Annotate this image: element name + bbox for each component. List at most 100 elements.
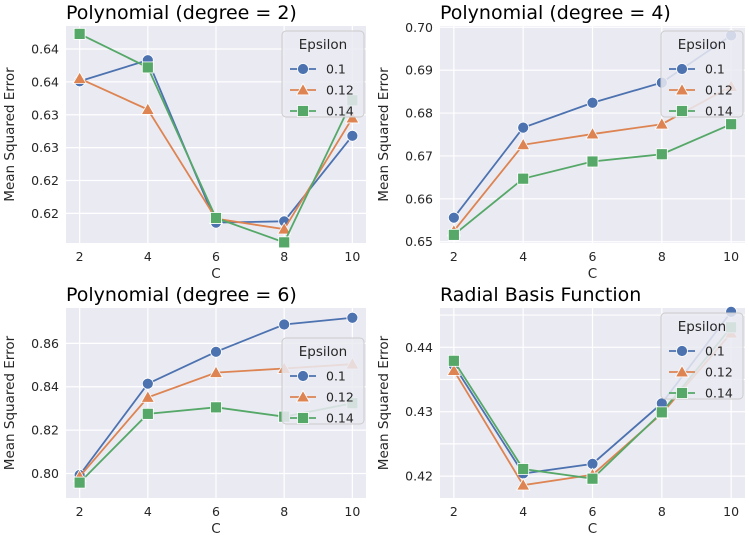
- data-point: [725, 118, 738, 131]
- x-tick-label: 4: [519, 504, 527, 519]
- legend-marker: [676, 105, 688, 117]
- legend-marker: [295, 389, 311, 403]
- x-axis-label: C: [211, 521, 220, 537]
- data-point: [210, 345, 222, 358]
- data-point: [141, 377, 154, 390]
- data-point: [585, 126, 600, 140]
- chart-panel-4: 2 4 6 8 10 0.42 0.43 0.44 Radial Basis Function C…: [376, 284, 745, 537]
- y-tick-label: 0.62: [31, 206, 59, 221]
- chart-panel-2: 2 4 6 8 10 0.65 0.66 0.67 0.68 0.69 0.70 Polynomial…: [376, 2, 745, 282]
- chart-panel-1: 2 4 6 8 10 0.62 0.62 0.63 0.63 0.64 0.64 Polynomial…: [2, 2, 366, 282]
- x-tick-label: 6: [589, 504, 597, 519]
- y-axis-label: Mean Squared Error: [376, 335, 392, 470]
- data-point: [278, 318, 291, 331]
- data-point: [447, 228, 460, 241]
- data-point: [72, 71, 87, 84]
- y-tick-label: 0.62: [31, 173, 59, 188]
- data-point: [655, 406, 668, 419]
- data-point: [210, 212, 222, 224]
- y-axis-label: Mean Squared Error: [376, 67, 392, 202]
- x-tick-label: 2: [76, 249, 84, 264]
- data-point: [278, 236, 291, 249]
- legend-label: 0.14: [326, 411, 354, 426]
- data-point: [586, 96, 599, 109]
- data-point: [73, 476, 86, 489]
- legend-label: 0.1: [326, 62, 346, 77]
- y-tick-label: 0.44: [405, 340, 433, 355]
- legend-label: 0.14: [705, 386, 733, 401]
- x-tick-label: 10: [344, 504, 360, 519]
- legend-marker: [297, 63, 309, 75]
- chart-panel-3: 2 4 6 8 10 0.80 0.82 0.84 0.86 Polynomial (degree…: [2, 284, 366, 537]
- data-point: [140, 102, 156, 115]
- y-tick-label: 0.64: [31, 42, 59, 57]
- y-tick-label: 0.63: [31, 140, 59, 155]
- legend-label: 0.14: [705, 104, 733, 119]
- x-axis-label: C: [588, 521, 597, 537]
- x-tick-label: 8: [658, 504, 666, 519]
- legend-marker: [674, 82, 690, 96]
- series-0.1: [73, 311, 359, 481]
- x-tick-label: 10: [344, 249, 360, 264]
- legend-label: 0.1: [705, 62, 725, 77]
- data-point: [141, 61, 154, 74]
- legend-label: 0.1: [326, 369, 346, 384]
- legend-title: Epsilon: [299, 344, 347, 360]
- legend-marker: [297, 412, 309, 424]
- x-tick-label: 10: [723, 504, 739, 519]
- data-point: [447, 211, 460, 224]
- legend-marker: [297, 370, 309, 382]
- y-tick-label: 0.70: [405, 20, 433, 35]
- legend-title: Epsilon: [299, 37, 347, 53]
- x-tick-label: 6: [589, 249, 597, 264]
- legend-label: 0.14: [326, 104, 354, 119]
- y-axis-label: Mean Squared Error: [2, 335, 18, 470]
- y-tick-label: 0.43: [405, 404, 433, 419]
- chart-title: Polynomial (degree = 6): [66, 284, 297, 306]
- y-tick-label: 0.42: [405, 469, 433, 484]
- y-tick-label: 0.82: [31, 423, 59, 438]
- y-tick-label: 0.68: [405, 106, 433, 121]
- data-point: [586, 155, 599, 168]
- legend-frame: [660, 30, 744, 118]
- y-tick-label: 0.86: [31, 336, 59, 351]
- data-point: [586, 472, 599, 485]
- data-point: [346, 311, 359, 324]
- legend: Epsilon 0.1 0.12 0.14: [660, 312, 744, 401]
- data-point: [140, 390, 156, 403]
- x-tick-label: 2: [450, 249, 458, 264]
- y-axis-label: Mean Squared Error: [2, 67, 18, 202]
- y-tick-label: 0.80: [31, 466, 59, 481]
- y-tick-label: 0.64: [31, 74, 59, 89]
- legend-marker: [674, 364, 690, 378]
- legend: Epsilon 0.1 0.12 0.14: [660, 30, 744, 119]
- data-point: [446, 363, 462, 376]
- x-tick-label: 4: [144, 249, 152, 264]
- legend-frame: [660, 312, 744, 400]
- x-tick-label: 4: [519, 249, 527, 264]
- x-tick-label: 8: [280, 249, 288, 264]
- x-tick-label: 4: [144, 504, 152, 519]
- data-point: [346, 129, 359, 142]
- x-tick-label: 2: [450, 504, 458, 519]
- legend-title: Epsilon: [678, 37, 726, 53]
- x-tick-label: 8: [658, 249, 666, 264]
- legend-marker: [676, 387, 688, 399]
- legend-marker: [676, 63, 688, 75]
- chart-title: Polynomial (degree = 4): [440, 2, 671, 24]
- legend-label: 0.12: [326, 83, 354, 98]
- y-tick-label: 0.69: [405, 63, 433, 78]
- legend: Epsilon 0.1 0.12 0.14: [281, 337, 365, 426]
- data-point: [141, 407, 154, 420]
- legend-label: 0.1: [705, 344, 725, 359]
- x-tick-label: 6: [212, 249, 220, 264]
- x-tick-label: 10: [723, 249, 739, 264]
- legend-label: 0.12: [705, 365, 733, 380]
- chart-title: Radial Basis Function: [440, 284, 641, 306]
- x-axis-label: C: [211, 266, 220, 282]
- y-tick-label: 0.66: [405, 191, 433, 206]
- data-point: [517, 463, 530, 475]
- x-tick-label: 8: [280, 504, 288, 519]
- data-point: [515, 137, 531, 151]
